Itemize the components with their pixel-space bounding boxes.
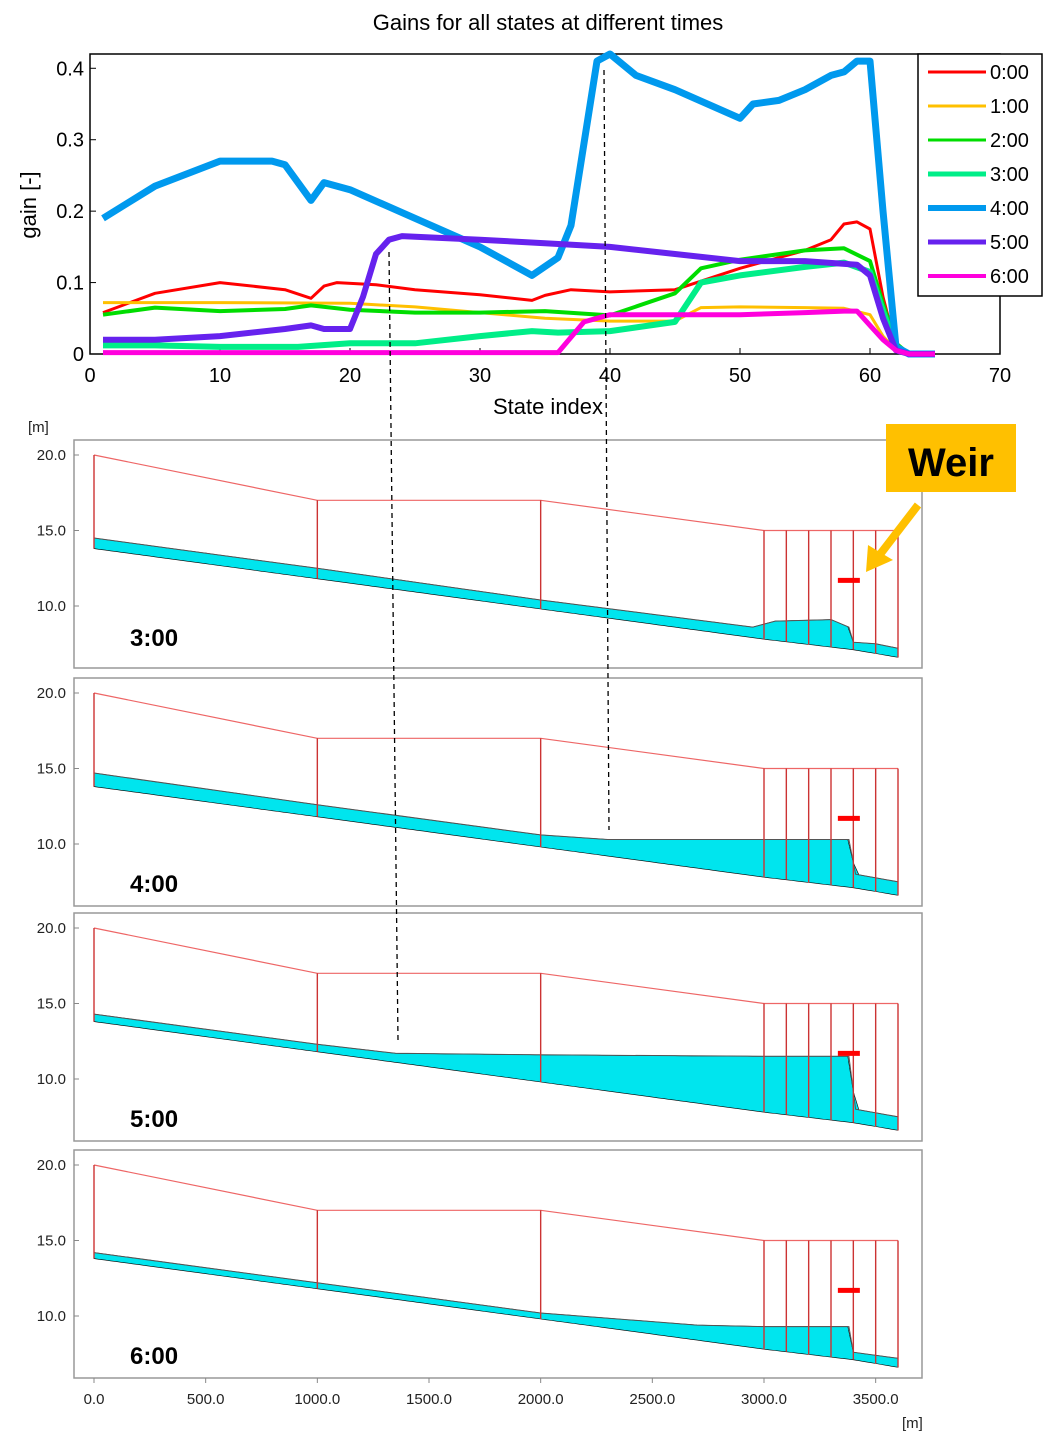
x-tick-label: 0 <box>84 365 95 387</box>
weir-arrow <box>866 502 922 572</box>
series-line-400 <box>101 50 935 358</box>
profile-y-tick-label: 15.0 <box>37 1233 66 1250</box>
series-line-000 <box>102 220 936 356</box>
crest-line <box>93 927 898 1005</box>
profile-y-tick-label: 15.0 <box>37 523 66 540</box>
y-tick-label: 0.2 <box>56 201 84 223</box>
profile-y-tick-label: 10.0 <box>37 1071 66 1088</box>
x-tick-label: 30 <box>469 365 491 387</box>
x-tick-label: 40 <box>599 365 621 387</box>
legend-label: 6:00 <box>990 266 1029 288</box>
series-line-500 <box>103 233 935 357</box>
legend-label: 3:00 <box>990 164 1029 186</box>
profile-y-tick-label: 20.0 <box>37 685 66 702</box>
legend-label: 0:00 <box>990 62 1029 84</box>
x-tick-label: 20 <box>339 365 361 387</box>
legend-label: 2:00 <box>990 130 1029 152</box>
time-label: 4:00 <box>130 871 178 898</box>
legend-label: 4:00 <box>990 198 1029 220</box>
time-label: 6:00 <box>130 1343 178 1370</box>
x-tick-label: 50 <box>729 365 751 387</box>
crest-line <box>93 692 898 770</box>
x-tick-label: 60 <box>859 365 881 387</box>
profile-x-tick-label: 3500.0 <box>853 1391 899 1408</box>
weir-label: Weir <box>908 441 994 485</box>
y-tick-label: 0 <box>73 344 84 366</box>
water-surface <box>93 1013 899 1118</box>
weir-label-box <box>886 424 1016 492</box>
x-axis-title: State index <box>493 394 603 419</box>
crest-line <box>93 454 898 532</box>
profile-panel-300: 20.0 15.0 10.0 3:00 <box>37 439 923 669</box>
profile-x-tick-label: 1000.0 <box>294 1391 340 1408</box>
profile-y-tick-label: 20.0 <box>37 920 66 937</box>
profile-x-tick-label: 2500.0 <box>629 1391 675 1408</box>
legend: 0:00 1:00 2:00 3:00 4:00 5:00 6:00 <box>917 53 1043 297</box>
water-surface <box>93 1252 899 1359</box>
crest-line <box>93 1164 898 1242</box>
gain-series-lines <box>101 50 936 358</box>
profile-x-tick-label: 0.0 <box>84 1391 105 1408</box>
gain-axis-ticks: 0 10 20 30 40 50 60 70 0 0.1 0.2 0.3 0.4 <box>56 58 1011 387</box>
y-tick-label: 0.4 <box>56 58 84 80</box>
profile-x-tick-label: 1500.0 <box>406 1391 452 1408</box>
profile-x-ticks: 0.0 500.0 1000.0 1500.0 2000.0 2500.0 3000.0 35… <box>84 1378 899 1408</box>
profile-y-tick-label: 20.0 <box>37 1157 66 1174</box>
x-tick-label: 10 <box>209 365 231 387</box>
series-line-600 <box>103 308 935 357</box>
legend-label: 1:00 <box>990 96 1029 118</box>
time-label: 3:00 <box>130 625 178 652</box>
profile-x-tick-label: 3000.0 <box>741 1391 787 1408</box>
profile-y-tick-label: 10.0 <box>37 836 66 853</box>
time-label: 5:00 <box>130 1106 178 1133</box>
profile-y-unit: [m] <box>28 419 49 436</box>
y-tick-label: 0.1 <box>56 273 84 295</box>
guide-dashed-line <box>603 69 610 831</box>
profile-panel-600: 20.0 15.0 10.0 6:00 <box>37 1149 923 1379</box>
profile-y-tick-label: 15.0 <box>37 996 66 1013</box>
profile-y-tick-label: 10.0 <box>37 598 66 615</box>
water-surface <box>93 772 899 883</box>
y-tick-label: 0.3 <box>56 130 84 152</box>
profile-y-tick-label: 20.0 <box>37 447 66 464</box>
legend-label: 5:00 <box>990 232 1029 254</box>
profile-panel-500: 20.0 15.0 10.0 5:00 <box>37 912 923 1142</box>
profile-x-tick-label: 500.0 <box>187 1391 225 1408</box>
profile-y-tick-label: 10.0 <box>37 1308 66 1325</box>
profile-x-unit: [m] <box>902 1415 923 1432</box>
y-axis-title: gain [-] <box>16 171 41 238</box>
profile-panel-400: 20.0 15.0 10.0 4:00 <box>37 677 923 907</box>
profile-panels: 20.0 15.0 10.0 3:00 20.0 15.0 10.0 4:00 20.0 15.0… <box>37 439 923 1379</box>
profile-x-tick-label: 2000.0 <box>518 1391 564 1408</box>
x-tick-label: 70 <box>989 365 1011 387</box>
chart-title: Gains for all states at different times <box>373 10 724 35</box>
profile-y-tick-label: 15.0 <box>37 761 66 778</box>
water-surface <box>93 537 899 649</box>
guide-lines <box>388 69 610 1041</box>
